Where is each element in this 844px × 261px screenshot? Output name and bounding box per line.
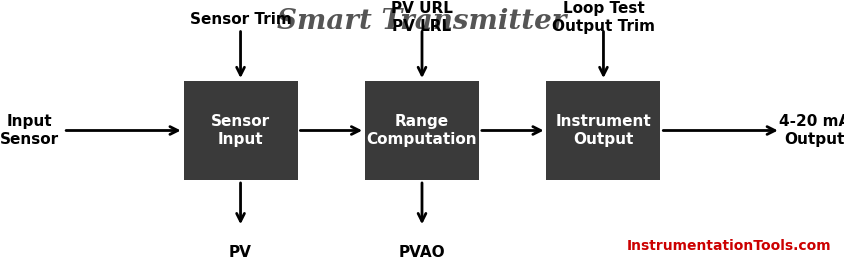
Text: Input
Sensor: Input Sensor [0, 114, 59, 147]
Text: PV URL
PV LRL: PV URL PV LRL [391, 1, 453, 34]
Text: Range
Computation: Range Computation [366, 114, 478, 147]
Text: PV: PV [229, 245, 252, 260]
Bar [183, 81, 298, 180]
Bar [365, 81, 479, 180]
Text: Smart Transmitter: Smart Transmitter [278, 8, 566, 35]
Text: PVAO: PVAO [398, 245, 446, 260]
Text: Sensor
Input: Sensor Input [211, 114, 270, 147]
Text: InstrumentationTools.com: InstrumentationTools.com [627, 239, 831, 253]
Text: Instrument
Output: Instrument Output [555, 114, 652, 147]
Text: Loop Test
Output Trim: Loop Test Output Trim [552, 1, 655, 34]
Text: Sensor Trim: Sensor Trim [190, 12, 291, 27]
Text: 4-20 mA
Output: 4-20 mA Output [779, 114, 844, 147]
Bar [547, 81, 661, 180]
